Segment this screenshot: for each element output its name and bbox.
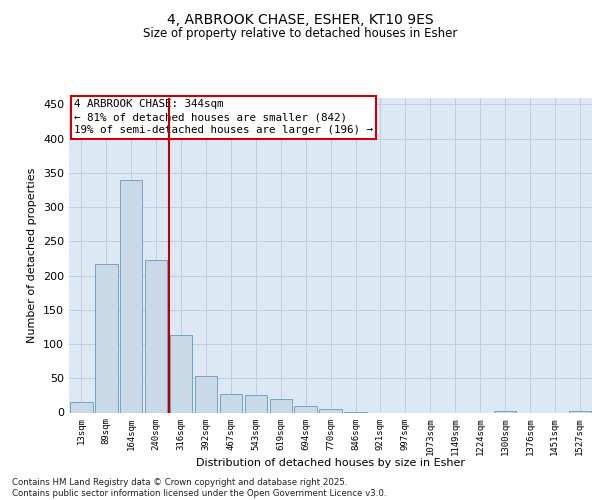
Bar bbox=[569, 411, 591, 412]
Text: Contains HM Land Registry data © Crown copyright and database right 2025.
Contai: Contains HM Land Registry data © Crown c… bbox=[12, 478, 386, 498]
Bar bbox=[170, 335, 193, 412]
Bar bbox=[295, 406, 317, 412]
Bar bbox=[195, 376, 217, 412]
Bar bbox=[494, 411, 516, 412]
Bar bbox=[120, 180, 142, 412]
Bar bbox=[245, 394, 267, 412]
Bar bbox=[220, 394, 242, 412]
Bar bbox=[70, 402, 92, 412]
Text: 4 ARBROOK CHASE: 344sqm
← 81% of detached houses are smaller (842)
19% of semi-d: 4 ARBROOK CHASE: 344sqm ← 81% of detache… bbox=[74, 99, 373, 136]
Text: 4, ARBROOK CHASE, ESHER, KT10 9ES: 4, ARBROOK CHASE, ESHER, KT10 9ES bbox=[167, 12, 433, 26]
Bar bbox=[145, 260, 167, 412]
Y-axis label: Number of detached properties: Number of detached properties bbox=[28, 168, 37, 342]
Bar bbox=[269, 400, 292, 412]
Text: Size of property relative to detached houses in Esher: Size of property relative to detached ho… bbox=[143, 28, 457, 40]
X-axis label: Distribution of detached houses by size in Esher: Distribution of detached houses by size … bbox=[196, 458, 465, 468]
Bar bbox=[319, 409, 342, 412]
Bar bbox=[95, 264, 118, 412]
